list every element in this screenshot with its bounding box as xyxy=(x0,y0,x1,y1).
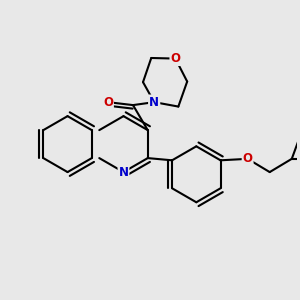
Text: N: N xyxy=(149,96,159,109)
Text: O: O xyxy=(243,152,253,165)
Text: O: O xyxy=(170,52,180,65)
Text: N: N xyxy=(118,166,128,178)
Text: N: N xyxy=(149,96,159,109)
Text: O: O xyxy=(103,96,113,109)
